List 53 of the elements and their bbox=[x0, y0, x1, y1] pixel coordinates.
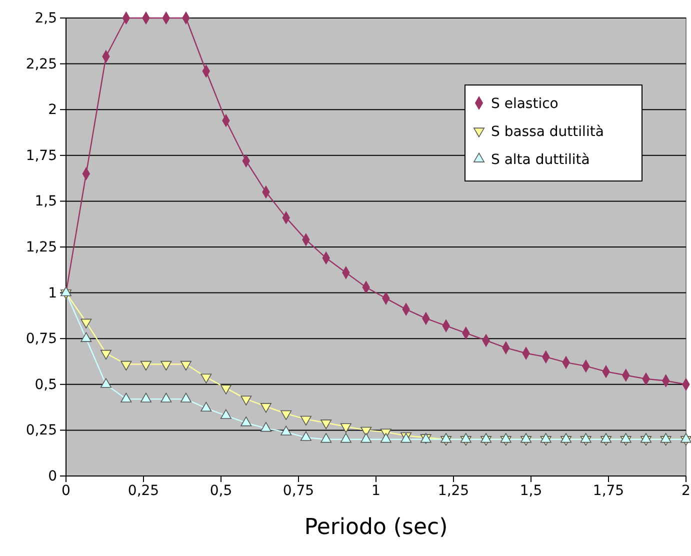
point bbox=[80, 332, 92, 342]
point bbox=[280, 426, 292, 436]
point bbox=[200, 402, 212, 412]
point bbox=[320, 433, 332, 443]
point bbox=[520, 433, 532, 443]
x-tick-label: 0,5 bbox=[210, 482, 232, 499]
point bbox=[680, 433, 691, 443]
point bbox=[340, 433, 352, 443]
y-tick-label: 1,75 bbox=[26, 148, 57, 164]
point bbox=[640, 433, 652, 443]
point bbox=[480, 433, 492, 443]
point bbox=[620, 433, 632, 443]
point bbox=[180, 392, 192, 402]
point bbox=[160, 392, 172, 402]
y-tick-label: 0,75 bbox=[26, 331, 57, 348]
point bbox=[240, 416, 252, 426]
y-tick-label: 0 bbox=[48, 468, 57, 484]
y-tick-label: 0,5 bbox=[34, 376, 57, 393]
point bbox=[140, 392, 152, 402]
point bbox=[380, 433, 392, 443]
x-tick-label: 2 bbox=[682, 482, 690, 499]
y-tick-label: 1,5 bbox=[34, 194, 57, 210]
y-tick-label: 1 bbox=[48, 285, 57, 302]
point bbox=[540, 433, 552, 443]
x-tick-label: 1,5 bbox=[520, 482, 542, 499]
x-tick-label: 1,75 bbox=[592, 482, 624, 499]
point bbox=[440, 433, 452, 443]
x-tick-label: 0,25 bbox=[128, 482, 160, 499]
y-tick-label: 1,25 bbox=[26, 239, 57, 256]
point bbox=[220, 409, 232, 419]
point bbox=[600, 433, 612, 443]
point bbox=[460, 433, 472, 443]
y-tick-label: 2 bbox=[48, 102, 57, 118]
point bbox=[100, 378, 112, 388]
point bbox=[120, 392, 132, 402]
y-tick-label: 0,25 bbox=[26, 422, 57, 439]
point bbox=[260, 422, 272, 432]
y-tick-label: 2,5 bbox=[34, 10, 57, 26]
x-tick-label: 0 bbox=[62, 482, 70, 499]
legend-label: S alta duttilità bbox=[491, 152, 590, 168]
x-tick-label: 1,25 bbox=[438, 482, 470, 499]
point bbox=[560, 433, 572, 443]
point bbox=[660, 433, 672, 443]
y-tick-label: 2,25 bbox=[26, 56, 57, 72]
point bbox=[300, 431, 312, 441]
point bbox=[500, 433, 512, 443]
x-tick-label: 1 bbox=[372, 482, 380, 499]
x-tick-label: 0,75 bbox=[282, 482, 314, 499]
legend-label: S bassa duttilità bbox=[491, 124, 604, 140]
x-axis-title: Periodo (sec) bbox=[304, 515, 448, 540]
legend-label: S elastico bbox=[491, 96, 558, 112]
point bbox=[360, 433, 372, 443]
point bbox=[580, 433, 592, 443]
